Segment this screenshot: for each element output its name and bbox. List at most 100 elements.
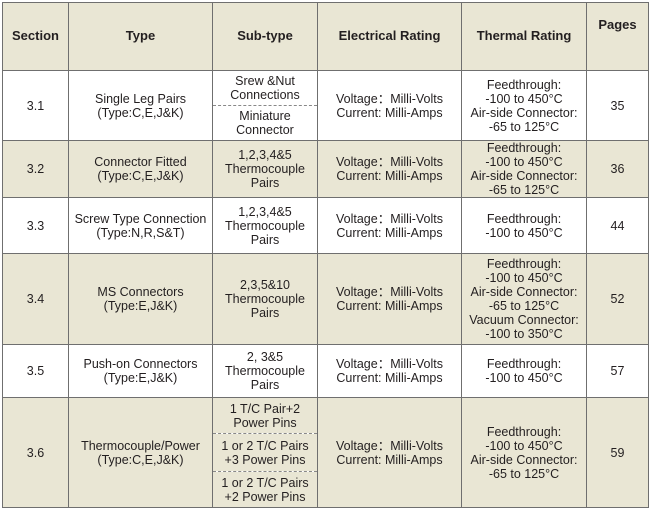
subtype-line: 1 or 2 T/C Pairs <box>221 438 309 453</box>
thermal-line: Feedthrough: <box>486 77 562 92</box>
subtype-cell: 1 or 2 T/C Pairs +2 Power Pins <box>212 471 318 508</box>
electrical-cell: Voltage：Milli-Volts Current: Milli-Amps <box>317 140 462 198</box>
thermal-cell: Feedthrough: -100 to 450°C Air-side Conn… <box>461 140 587 198</box>
type-name: Screw Type Connection <box>74 211 207 226</box>
table-row: 3.3 Screw Type Connection (Type:N,R,S&T)… <box>2 197 649 254</box>
section-cell: 3.4 <box>2 253 69 345</box>
subtype-line: Connector <box>236 123 294 137</box>
section-cell: 3.6 <box>2 397 69 508</box>
table-subrow: Miniature Connector <box>3 105 649 141</box>
electrical-cell: Voltage：Milli-Volts Current: Milli-Amps <box>317 197 462 254</box>
subtype-cell: 1,2,3,4&5 Thermocouple Pairs <box>212 140 318 198</box>
header-type: Type <box>68 2 213 71</box>
thermal-cell: Feedthrough: -100 to 450°C Air-side Conn… <box>461 70 587 141</box>
header-electrical-rating: Electrical Rating <box>317 2 462 71</box>
voltage-rating: Voltage：Milli-Volts <box>336 438 443 453</box>
type-name: Push-on Connectors <box>83 357 198 371</box>
thermal-line: Feedthrough: <box>486 424 562 439</box>
subtype-cell: 1 T/C Pair+2 Power Pins <box>212 397 318 434</box>
thermal-line: Air-side Connector: <box>470 105 578 120</box>
thermal-line: Air-side Connector: <box>470 452 578 467</box>
subtype-line: Connections <box>230 88 300 102</box>
thermal-line: -100 to 350°C <box>485 327 563 341</box>
table-row: 3.2 Connector Fitted (Type:C,E,J&K) 1,2,… <box>2 140 649 198</box>
type-codes: (Type:C,E,J&K) <box>97 169 184 183</box>
pages-cell: 59 <box>586 397 649 508</box>
type-cell: Thermocouple/Power (Type:C,E,J&K) <box>68 397 213 508</box>
thermal-cell: Feedthrough: -100 to 450°C <box>461 344 587 398</box>
thermal-line: -65 to 125°C <box>488 466 560 481</box>
type-codes: (Type:E,J&K) <box>103 371 178 385</box>
voltage-rating: Voltage：Milli-Volts <box>336 211 443 226</box>
type-name: Single Leg Pairs <box>94 91 187 106</box>
header-pages: Pages <box>586 2 649 71</box>
section-cell: 3.1 <box>2 70 69 141</box>
thermal-line: Feedthrough: <box>486 357 562 371</box>
subtype-line: Pairs <box>250 306 280 320</box>
current-rating: Current: Milli-Amps <box>336 371 443 385</box>
subtype-line: Miniature <box>239 109 291 123</box>
current-rating: Current: Milli-Amps <box>336 225 443 240</box>
table-row: 3.1 Single Leg Pairs (Type:C,E,J&K) Srew… <box>2 70 649 141</box>
subtype-line: Pairs <box>250 176 280 190</box>
thermal-line: -100 to 450°C <box>485 225 563 240</box>
thermal-line: Feedthrough: <box>486 141 562 156</box>
subtype-line: +2 Power Pins <box>224 489 306 504</box>
thermal-line: Feedthrough: <box>486 257 562 271</box>
electrical-cell: Voltage：Milli-Volts Current: Milli-Amps <box>317 344 462 398</box>
type-name: MS Connectors <box>97 285 184 299</box>
thermal-line: -100 to 450°C <box>485 371 563 385</box>
subtype-line: 2,3,5&10 <box>239 278 291 292</box>
type-codes: (Type:N,R,S&T) <box>96 225 185 240</box>
subtype-line: Thermocouple <box>225 218 305 233</box>
thermal-line: -65 to 125°C <box>488 183 560 197</box>
pages-cell: 57 <box>586 344 649 398</box>
subtype-cell: 1,2,3,4&5 Thermocouple Pairs <box>212 197 318 254</box>
thermal-cell: Feedthrough: -100 to 450°C Air-side Conn… <box>461 397 587 508</box>
thermal-line: -65 to 125°C <box>488 119 560 134</box>
table-subrow: 1 or 2 T/C Pairs +3 Power Pins <box>3 433 649 472</box>
pages-cell: 44 <box>586 197 649 254</box>
header-subtype: Sub-type <box>212 2 318 71</box>
header-section: Section <box>2 2 69 71</box>
type-codes: (Type:E,J&K) <box>103 299 178 313</box>
subtype-line: Power Pins <box>233 415 297 430</box>
type-cell: MS Connectors (Type:E,J&K) <box>68 253 213 345</box>
subtype-line: 1 or 2 T/C Pairs <box>221 475 309 490</box>
electrical-cell: Voltage：Milli-Volts Current: Milli-Amps <box>317 397 462 508</box>
table-row: 3.5 Push-on Connectors (Type:E,J&K) 2, 3… <box>2 344 649 398</box>
current-rating: Current: Milli-Amps <box>336 299 443 313</box>
type-cell: Push-on Connectors (Type:E,J&K) <box>68 344 213 398</box>
current-rating: Current: Milli-Amps <box>336 452 443 467</box>
section-cell: 3.2 <box>2 140 69 198</box>
subtype-line: 2, 3&5 <box>246 350 284 364</box>
voltage-rating: Voltage：Milli-Volts <box>336 91 443 106</box>
subtype-line: Thermocouple <box>225 364 305 378</box>
voltage-rating: Voltage：Milli-Volts <box>336 155 443 169</box>
subtype-line: 1,2,3,4&5 <box>238 204 292 219</box>
subtype-line: 1,2,3,4&5 <box>238 148 292 162</box>
table-row: 3.6 Thermocouple/Power (Type:C,E,J&K) 1 … <box>2 397 649 508</box>
subtype-cell: 2, 3&5 Thermocouple Pairs <box>212 344 318 398</box>
type-codes: (Type:C,E,J&K) <box>97 105 184 120</box>
header-row: Section Type Sub-type Electrical Rating … <box>2 2 649 71</box>
table-row: 3.4 MS Connectors (Type:E,J&K) 2,3,5&10 … <box>2 253 649 345</box>
thermal-line: Air-side Connector: <box>470 169 578 183</box>
subtype-line: Pairs <box>250 378 280 392</box>
pages-cell: 36 <box>586 140 649 198</box>
thermal-line: -100 to 450°C <box>485 91 563 106</box>
type-name: Thermocouple/Power <box>81 438 200 453</box>
current-rating: Current: Milli-Amps <box>336 169 443 183</box>
thermal-cell: Feedthrough: -100 to 450°C <box>461 197 587 254</box>
thermal-line: -65 to 125°C <box>488 299 560 313</box>
type-name: Connector Fitted <box>94 155 187 169</box>
voltage-rating: Voltage：Milli-Volts <box>336 285 443 299</box>
type-cell: Screw Type Connection (Type:N,R,S&T) <box>68 197 213 254</box>
subtype-cell: 1 or 2 T/C Pairs +3 Power Pins <box>212 433 318 472</box>
section-cell: 3.3 <box>2 197 69 254</box>
pages-cell: 52 <box>586 253 649 345</box>
subtype-line: Thermocouple <box>225 292 305 306</box>
subtype-cell: Srew &Nut Connections <box>212 70 318 106</box>
thermal-line: Feedthrough: <box>486 211 562 226</box>
